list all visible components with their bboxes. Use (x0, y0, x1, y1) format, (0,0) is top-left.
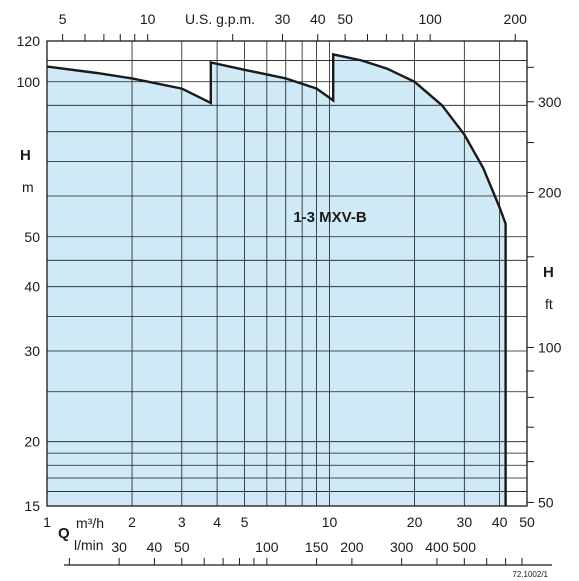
plot-frame (46, 40, 528, 507)
x-top-tick-label: 5 (59, 11, 67, 27)
axis-ticks (62, 34, 552, 566)
x-bottom-tick-label: 2 (128, 514, 136, 530)
x-lpm-tick-label: 200 (340, 539, 364, 555)
x-axis-lpm-unit-label: l/min (74, 537, 104, 553)
y-left-tick-label: 100 (17, 74, 41, 90)
y-left-tick-label: 20 (24, 434, 40, 450)
y-left-tick-label: 50 (24, 229, 40, 245)
x-bottom-tick-label: 40 (492, 514, 508, 530)
x-bottom-tick-label: 50 (519, 514, 535, 530)
x-bottom-tick-label: 1 (43, 514, 51, 530)
y-left-tick-label: 120 (17, 33, 41, 49)
x-axis-bottom-unit-label: m³/h (76, 515, 104, 531)
x-bottom-tick-label: 3 (178, 514, 186, 530)
plot-area (46, 40, 528, 507)
x-bottom-tick-label: 30 (457, 514, 473, 530)
x-axis-top-unit-label: U.S. g.p.m. (185, 11, 255, 27)
y-axis-left-unit-label: m (22, 179, 34, 195)
x-top-tick-label: 30 (275, 11, 291, 27)
x-bottom-tick-label: 4 (213, 514, 221, 530)
figure-code: 72.1002/1 (512, 570, 548, 579)
x-lpm-tick-label: 150 (305, 539, 329, 555)
y-right-tick-label: 200 (538, 184, 562, 200)
y-left-tick-label: 30 (24, 343, 40, 359)
x-top-tick-label: 200 (504, 11, 528, 27)
x-top-tick-label: 100 (418, 11, 442, 27)
x-lpm-tick-label: 50 (174, 539, 190, 555)
x-lpm-tick-label: 500 (453, 539, 477, 555)
performance-envelope-line (46, 52, 507, 506)
y-left-tick-label: 15 (24, 498, 40, 514)
x-axis-bottom-symbol: Q (58, 525, 70, 542)
y-axis-left-symbol: H (20, 147, 31, 164)
y-axis-right-symbol: H (543, 264, 554, 281)
performance-envelope-fill (47, 54, 506, 507)
x-lpm-tick-label: 40 (147, 539, 163, 555)
x-bottom-tick-label: 10 (322, 514, 338, 530)
axis-tick-labels: 1 2 3 4 5 10 20 30 40 50 15 20 30 40 50 100 120 50 100 200 3… (17, 11, 562, 555)
y-right-tick-label: 50 (538, 494, 554, 510)
x-top-tick-label: 10 (140, 11, 156, 27)
x-top-tick-label: 40 (310, 11, 326, 27)
model-label: 1-3 MXV-B (293, 209, 367, 226)
y-left-tick-label: 40 (24, 279, 40, 295)
x-top-tick-label: 50 (337, 11, 353, 27)
x-lpm-tick-label: 400 (425, 539, 449, 555)
y-right-tick-label: 100 (538, 339, 562, 355)
x-lpm-tick-label: 100 (255, 539, 279, 555)
x-lpm-tick-label: 300 (390, 539, 414, 555)
y-axis-right-unit-label: ft (545, 296, 553, 312)
y-right-tick-label: 300 (538, 94, 562, 110)
x-bottom-tick-label: 20 (407, 514, 423, 530)
x-lpm-tick-label: 30 (111, 539, 127, 555)
x-bottom-tick-label: 5 (241, 514, 249, 530)
